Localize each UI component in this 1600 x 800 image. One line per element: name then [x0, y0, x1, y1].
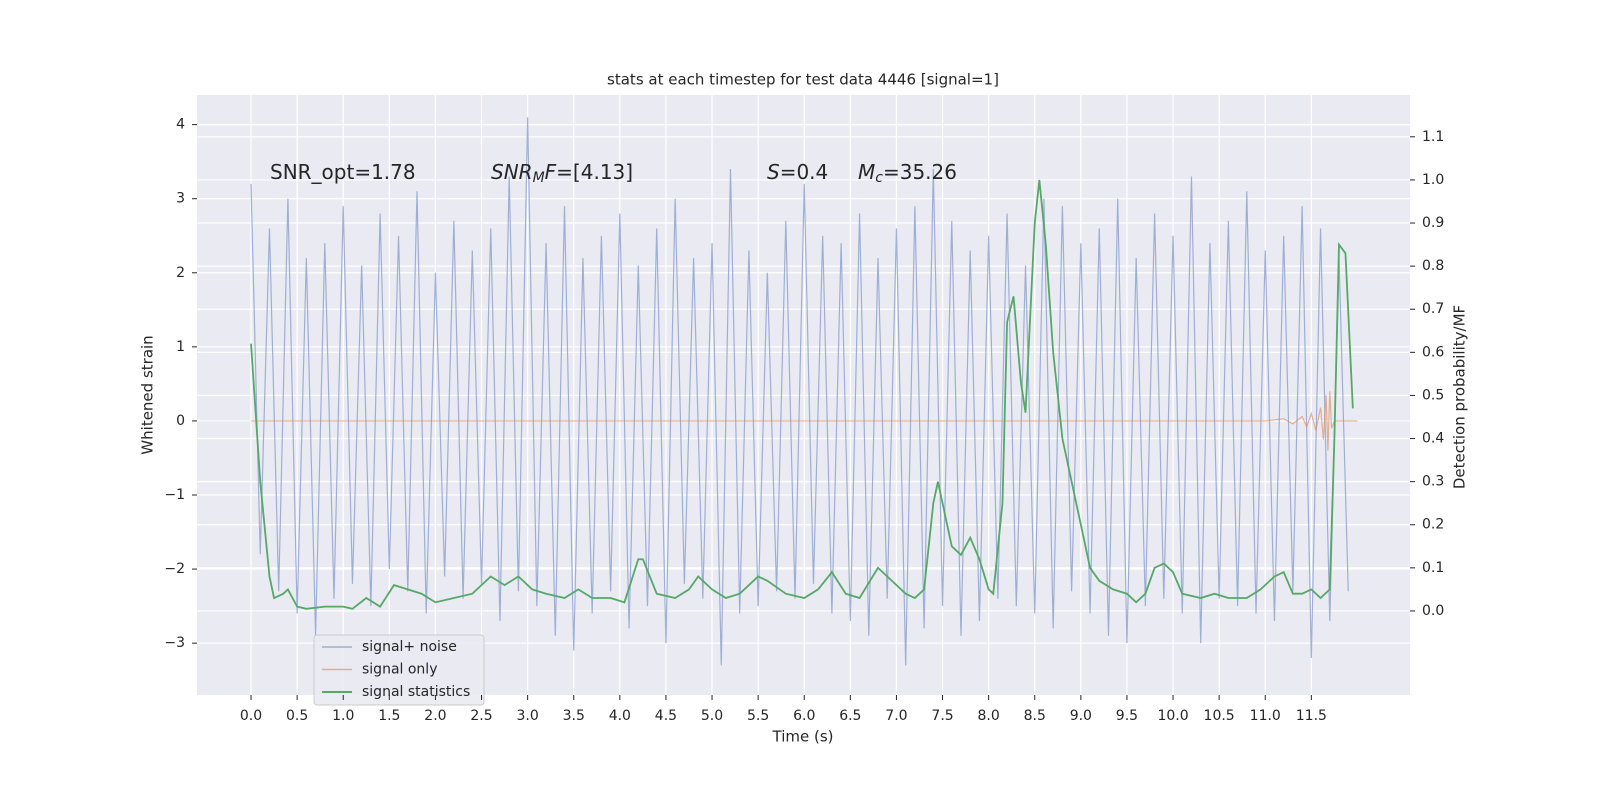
x-tick-label: 8.5: [1024, 708, 1046, 724]
annotation-part: SNR: [491, 160, 533, 184]
y-tick-label: 1: [176, 339, 185, 355]
annotations: SNR_opt=1.78 SNRMF=[4.13] S=0.4 Mc=35.26: [270, 160, 957, 187]
y2-tick-label: 0.0: [1422, 603, 1444, 619]
legend-label: signal statistics: [362, 684, 470, 700]
x-tick-label: 3.5: [563, 708, 585, 724]
y-tick-label: −3: [164, 635, 185, 651]
annotation: Mc=35.26: [858, 160, 957, 187]
annotation-part: c: [875, 170, 883, 186]
x-tick-label: 4.5: [655, 708, 677, 724]
x-tick-label: 9.5: [1116, 708, 1138, 724]
legend: signal+ noise signal only signal statistic…: [313, 634, 485, 706]
y2-tick-label: 0.9: [1422, 215, 1444, 231]
y2-tick-label: 1.0: [1422, 172, 1444, 188]
annotation-part: =35.26: [883, 160, 957, 184]
annotation-part: M: [533, 170, 545, 186]
y-tick-label: 2: [176, 265, 185, 281]
series-line: [250, 179, 1354, 610]
annotation: SNRMF=[4.13]: [491, 160, 633, 187]
x-tick-label: 11.0: [1250, 708, 1281, 724]
x-tick-label: 0.5: [286, 708, 308, 724]
x-tick-label: 10.0: [1157, 708, 1188, 724]
annotation-part: F: [545, 160, 557, 184]
y2-tick-label: 0.4: [1422, 431, 1444, 447]
legend-box: [313, 634, 485, 706]
x-tick-label: 3.0: [517, 708, 539, 724]
x-tick-label: 1.0: [332, 708, 354, 724]
x-tick-label: 6.0: [793, 708, 815, 724]
x-tick-label: 9.0: [1070, 708, 1092, 724]
x-tick-label: 7.5: [931, 708, 953, 724]
x-tick-label: 11.5: [1296, 708, 1327, 724]
x-tick-label: 5.5: [747, 708, 769, 724]
annotation: SNR_opt=1.78: [270, 160, 416, 184]
annotation: S=0.4: [767, 160, 828, 184]
x-tick-label: 4.0: [609, 708, 631, 724]
y-tick-label: 0: [176, 413, 185, 429]
x-axis-label: Time (s): [772, 728, 834, 746]
y2-tick-label: 1.1: [1422, 129, 1444, 145]
y-tick-label: 4: [176, 117, 185, 133]
y2-tick-label: 0.2: [1422, 517, 1444, 533]
x-tick-label: 1.5: [378, 708, 400, 724]
series-line: [251, 391, 1358, 451]
y2-tick-label: 0.6: [1422, 344, 1444, 360]
x-tick-label: 8.0: [978, 708, 1000, 724]
annotation-part: M: [858, 160, 875, 184]
x-tick-label: 0.0: [240, 708, 262, 724]
x-tick-label: 2.5: [470, 708, 492, 724]
y-tick-label: 3: [176, 191, 185, 207]
data: [250, 117, 1358, 666]
y2-tick-label: 0.3: [1422, 474, 1444, 490]
legend-label: signal+ noise: [362, 639, 457, 655]
series-line: [250, 117, 1349, 666]
y2-axis-label: Detection probability/MF: [1451, 305, 1469, 489]
x-tick-label: 6.5: [839, 708, 861, 724]
y-axis-label: Whitened strain: [139, 335, 157, 454]
legend-label: signal only: [362, 662, 437, 678]
x-tick-label: 5.0: [701, 708, 723, 724]
annotation-part: S: [767, 160, 780, 184]
y2-tick-label: 0.5: [1422, 387, 1444, 403]
x-tick-label: 7.0: [885, 708, 907, 724]
grid: [197, 95, 1410, 695]
annotation-part: SNR_opt=1.78: [270, 160, 416, 184]
annotation-part: =[4.13]: [556, 160, 633, 184]
x-tick-label: 10.5: [1204, 708, 1235, 724]
y-tick-label: −2: [164, 561, 185, 577]
y2-tick-label: 0.8: [1422, 258, 1444, 274]
annotation-part: =0.4: [780, 160, 829, 184]
y2-tick-label: 0.7: [1422, 301, 1444, 317]
y-tick-label: −1: [164, 487, 185, 503]
y2-tick-label: 0.1: [1422, 560, 1444, 576]
chart-title: stats at each timestep for test data 444…: [607, 71, 999, 89]
x-tick-label: 2.0: [424, 708, 446, 724]
